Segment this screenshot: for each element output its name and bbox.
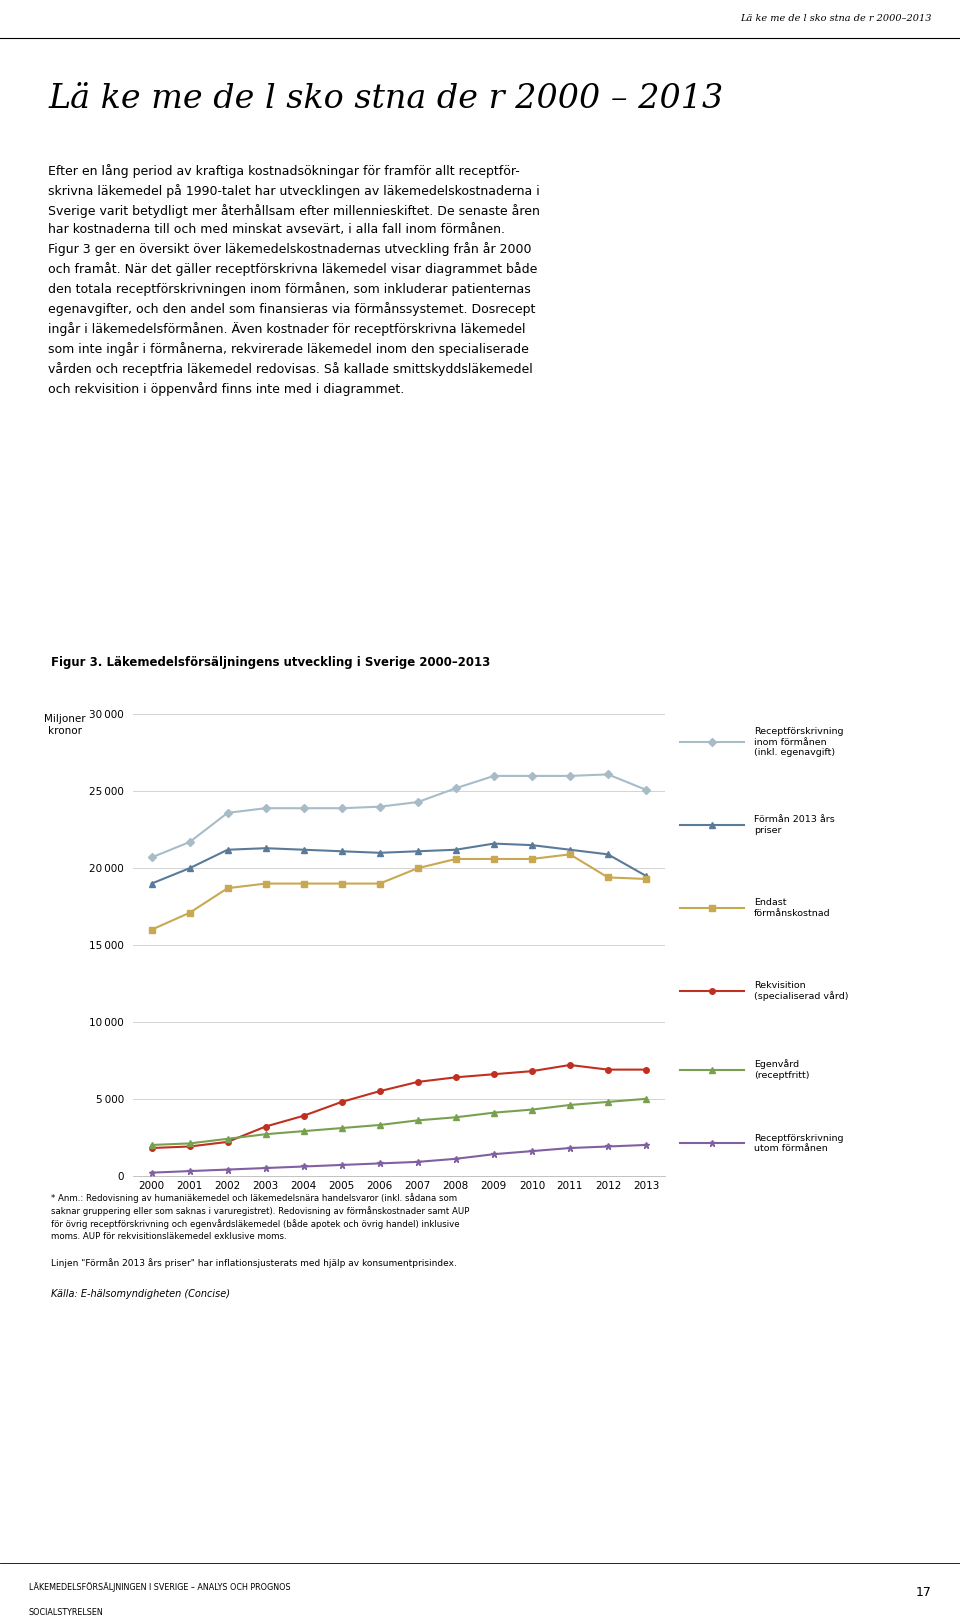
Text: SOCIALSTYRELSEN: SOCIALSTYRELSEN — [29, 1607, 104, 1617]
Text: LÄKEMEDELSFÖRSÄLJNINGEN I SVERIGE – ANALYS OCH PROGNOS: LÄKEMEDELSFÖRSÄLJNINGEN I SVERIGE – ANAL… — [29, 1581, 291, 1592]
Text: Endast
förmånskostnad: Endast förmånskostnad — [754, 899, 830, 919]
Text: Lä ke me de l sko stna de r 2000–2013: Lä ke me de l sko stna de r 2000–2013 — [740, 13, 931, 23]
Text: Förmån 2013 års
priser: Förmån 2013 års priser — [754, 815, 834, 834]
Text: Miljoner
kronor: Miljoner kronor — [44, 714, 85, 735]
Text: Receptförskrivning
inom förmånen
(inkl. egenavgift): Receptförskrivning inom förmånen (inkl. … — [754, 727, 843, 757]
Text: Figur 3. Läkemedelsförsäljningens utveckling i Sverige 2000–2013: Figur 3. Läkemedelsförsäljningens utveck… — [52, 656, 491, 669]
Text: * Anm.: Redovisning av humaniäkemedel och läkemedelsnära handelsvaror (inkl. såd: * Anm.: Redovisning av humaniäkemedel oc… — [52, 1192, 469, 1241]
Text: 17: 17 — [915, 1586, 931, 1599]
Text: Lä ke me de l sko stna de r 2000 – 2013: Lä ke me de l sko stna de r 2000 – 2013 — [48, 83, 723, 115]
Text: Efter en lång period av kraftiga kostnadsökningar för framför allt receptför-
sk: Efter en lång period av kraftiga kostnad… — [48, 164, 540, 397]
Text: Egenvård
(receptfritt): Egenvård (receptfritt) — [754, 1059, 809, 1081]
Text: Rekvisition
(specialiserad vård): Rekvisition (specialiserad vård) — [754, 982, 848, 1001]
Text: Receptförskrivning
utom förmånen: Receptförskrivning utom förmånen — [754, 1134, 843, 1153]
Text: Linjen "Förmån 2013 års priser" har inflationsjusterats med hjälp av konsumentpr: Linjen "Förmån 2013 års priser" har infl… — [52, 1259, 457, 1268]
Text: Källa: E-hälsomyndigheten (Concise): Källa: E-hälsomyndigheten (Concise) — [52, 1290, 230, 1299]
